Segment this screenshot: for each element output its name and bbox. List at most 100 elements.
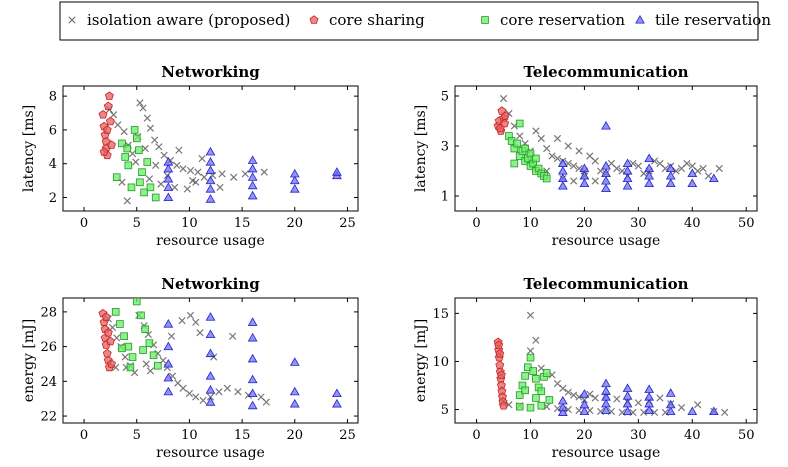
data-point-cross [570,177,578,185]
y-tick-label: 10 [432,355,449,370]
data-point-cross [192,318,200,326]
chart-panel-4: Telecommunication 0 10 20 30 40 50 5 10 15 resourc… [413,275,758,461]
data-point-cross [683,159,691,168]
data-point-cross [132,158,140,166]
legend-entry: isolation aware (proposed) [68,11,290,29]
data-point-pentagon [103,328,113,337]
x-tick-label: 0 [80,428,88,443]
data-point-triangle [644,178,655,188]
data-point-triangle [601,386,611,395]
x-tick-label: 25 [339,428,356,443]
data-point-cross [188,176,197,185]
data-point-triangle [205,165,216,175]
data-point-triangle [665,178,676,188]
data-point-triangle [247,172,258,181]
legend: isolation aware (proposed) core sharing co… [59,1,771,41]
data-point-triangle [601,378,611,388]
x-tick-label: 15 [234,216,251,231]
data-point-square [154,361,162,370]
data-point-triangle [644,405,655,415]
data-point-cross [145,175,154,183]
data-point-pentagon [98,110,108,119]
data-point-triangle [622,173,633,183]
x-tick-label: 20 [287,428,304,443]
x-tick-label: 0 [80,216,88,231]
x-tick-label: 10 [181,216,198,231]
data-point-triangle [205,348,216,358]
data-point-cross [548,152,556,160]
data-point-cross [143,114,151,122]
x-tick-label: 40 [684,428,701,443]
data-point-square [532,154,540,163]
data-point-cross [241,170,249,178]
data-point-square [140,188,148,197]
data-point-triangle [163,163,174,173]
data-point-triangle [601,175,611,185]
y-axis-label: energy [mJ] [21,319,37,402]
data-point-triangle [332,388,342,398]
data-point-triangle [163,358,174,368]
y-axis-label: latency [ms] [21,105,37,192]
data-points [98,91,342,205]
x-tick-label: 50 [738,216,755,231]
data-point-cross [186,311,195,319]
data-point-cross [591,394,599,402]
data-point-square [537,401,546,410]
chart-title: Telecommunication [523,275,688,293]
data-point-square [513,139,521,148]
data-point-square [132,298,141,306]
data-point-cross [234,388,242,396]
legend-label: core reservation [500,11,625,29]
data-point-square [526,149,535,158]
y-tick-label: 4 [49,157,57,172]
x-tick-label: 25 [339,216,356,231]
data-point-square [124,161,133,170]
plot-frame [62,297,359,424]
data-point-cross [151,136,159,144]
data-point-square [151,193,160,202]
data-point-pentagon [103,101,113,111]
x-tick-label: 5 [133,428,141,443]
data-point-cross [650,408,659,417]
data-point-triangle [665,388,676,397]
data-point-cross [543,144,551,153]
data-point-square [145,339,154,347]
data-point-triangle [205,184,216,193]
y-tick-label: 1 [441,190,449,205]
data-point-triangle [163,341,174,351]
data-point-triangle [289,175,300,185]
data-point-triangle [247,374,258,384]
data-point-cross [216,183,224,191]
data-point-pentagon [105,336,115,346]
data-point-square [521,144,529,153]
x-tick-label: 20 [576,216,593,231]
data-point-cross [192,393,200,401]
data-point-triangle [622,391,633,400]
data-point-triangle [247,155,258,164]
data-point-pentagon [500,111,510,120]
data-point-cross [179,165,187,173]
x-tick-label: 50 [738,428,755,443]
data-point-cross [553,134,562,143]
data-point-triangle [332,398,342,408]
x-tick-label: 0 [472,428,480,443]
data-point-pentagon [105,116,115,126]
data-point-cross [179,384,187,392]
data-point-triangle [601,405,611,415]
data-point-pentagon [107,140,116,149]
data-point-pentagon [499,401,508,410]
data-point-cross [564,142,572,150]
data-point-cross [141,144,149,153]
data-point-pentagon [102,125,112,134]
x-tick-label: 20 [287,216,304,231]
data-point-pentagon [500,118,510,128]
data-point-triangle [163,372,174,382]
data-point-triangle [601,392,611,401]
data-point-square [138,168,146,176]
data-point-triangle [579,389,590,398]
data-point-square [510,159,519,168]
y-tick-label: 5 [441,90,449,105]
data-point-square [120,332,128,340]
data-point-square [141,325,149,334]
data-point-triangle [557,407,568,416]
